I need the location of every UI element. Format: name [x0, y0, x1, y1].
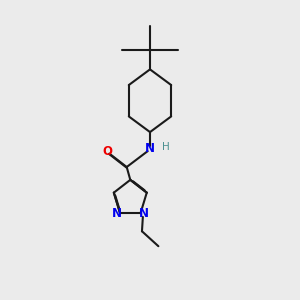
Text: N: N — [139, 207, 148, 220]
Text: N: N — [145, 142, 155, 155]
Text: O: O — [102, 145, 112, 158]
Text: N: N — [112, 207, 122, 220]
Text: H: H — [162, 142, 170, 152]
